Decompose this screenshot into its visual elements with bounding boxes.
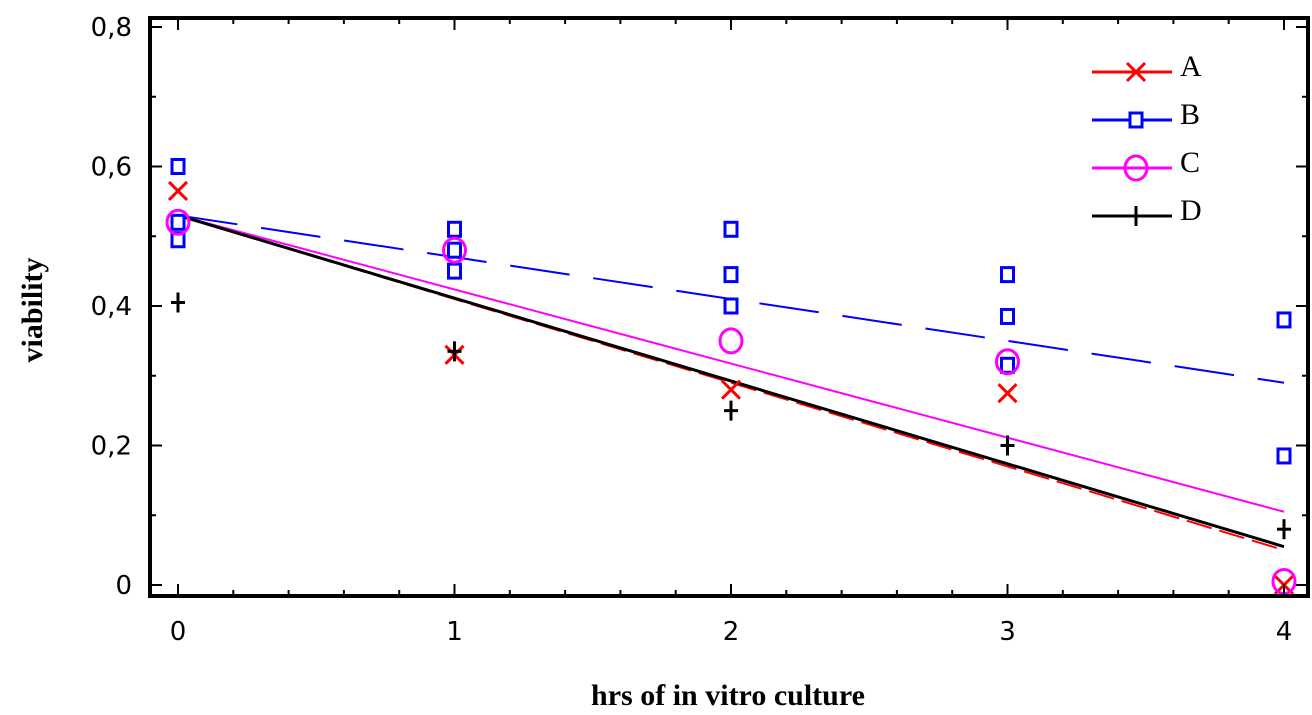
data-point-b xyxy=(170,158,186,175)
legend-marker-a xyxy=(1125,61,1147,83)
data-point-a xyxy=(167,180,189,201)
y-axis-title: viability xyxy=(16,257,49,362)
axis-ticks xyxy=(150,18,1308,596)
legend-label-d: D xyxy=(1180,194,1202,227)
data-point-b xyxy=(1276,447,1292,465)
legend-marker-d xyxy=(1129,206,1143,226)
x-tick-label: 1 xyxy=(446,617,463,647)
x-tick-label: 0 xyxy=(170,617,187,647)
legend-marker-b xyxy=(1128,111,1144,129)
data-point-d xyxy=(1000,435,1015,456)
data-point-d xyxy=(447,341,462,362)
fit-line-d xyxy=(177,213,1285,549)
data-point-b xyxy=(1000,307,1015,325)
legend-label-a: A xyxy=(1180,50,1202,83)
data-point-b xyxy=(170,213,186,231)
tick-labels: 0 1 2 3 4 0 0,2 0,4 0,6 0,8 xyxy=(91,13,1293,647)
y-tick-label: 0,6 xyxy=(91,153,132,183)
y-tick-label: 0 xyxy=(115,571,132,601)
data-point-b xyxy=(170,231,186,249)
y-tick-label: 0,2 xyxy=(91,432,132,462)
legend-label-b: B xyxy=(1180,98,1200,131)
x-tick-label: 3 xyxy=(999,617,1016,647)
data-point-d xyxy=(724,400,738,421)
legend-marker-c xyxy=(1123,154,1149,182)
data-point-a xyxy=(997,383,1018,404)
data-point-b xyxy=(723,266,739,284)
data-point-b xyxy=(447,220,462,238)
data-point-c xyxy=(442,236,467,264)
data-point-b xyxy=(723,297,739,315)
y-tick-label: 0,4 xyxy=(91,292,132,322)
legend-box xyxy=(1080,45,1230,240)
legend-label-c: C xyxy=(1180,146,1200,179)
y-tick-label: 0,8 xyxy=(91,13,132,43)
data-point-d xyxy=(171,292,185,313)
fit-line-c xyxy=(177,214,1285,513)
x-tick-label: 2 xyxy=(723,617,740,647)
data-point-a xyxy=(720,379,742,400)
data-point-b xyxy=(447,241,462,259)
x-tick-label: 4 xyxy=(1276,617,1293,647)
data-point-c xyxy=(718,327,744,355)
fit-lines xyxy=(177,213,1285,552)
data-point-c xyxy=(165,208,191,236)
data-point-c xyxy=(995,348,1020,376)
data-point-d xyxy=(1277,519,1291,540)
data-point-b xyxy=(447,262,462,280)
data-point-b xyxy=(723,220,739,238)
data-point-b xyxy=(1000,356,1015,374)
data-point-b xyxy=(1276,311,1292,329)
data-point-b xyxy=(1000,266,1015,284)
x-axis-title: hrs of in vitro culture xyxy=(591,679,865,712)
